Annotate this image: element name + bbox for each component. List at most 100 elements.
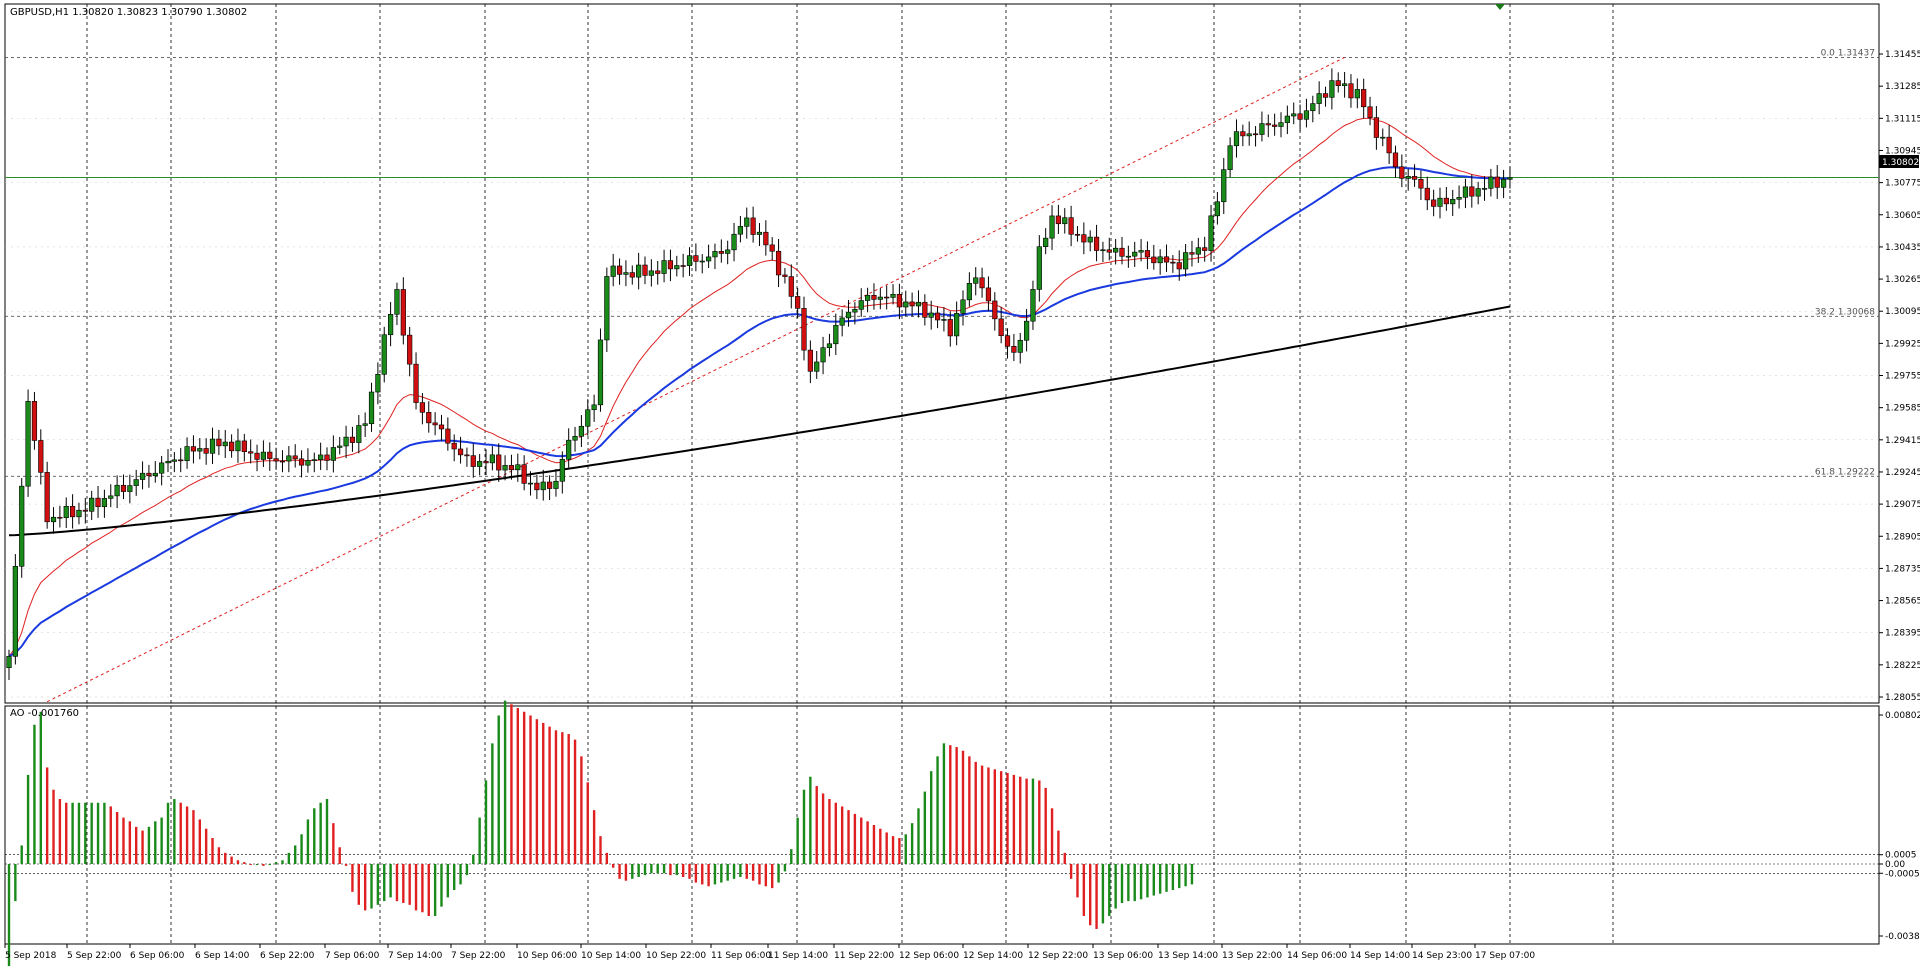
time-label: 14 Sep 14:00 [1350,951,1410,961]
candle-body [82,509,88,512]
candle-body [1392,152,1399,168]
price-tick-label: 1.31455 [1885,50,1920,60]
candle-body [1310,103,1316,112]
ao-bar [1082,863,1086,916]
candle-body [928,312,934,318]
candle-body [648,270,654,276]
candle-body [286,455,292,462]
ao-bar [300,834,303,864]
candle-body [1507,177,1513,180]
candle-body [922,301,928,318]
ao-bar [968,756,971,864]
candle-body [267,451,273,459]
candle-body [311,459,317,461]
ao-bar [1114,863,1117,909]
candle-body [1494,176,1500,188]
candle-body [1386,136,1392,154]
ao-bar [599,836,602,864]
candle-body [947,319,953,337]
candle-body [1450,198,1456,205]
candle-body [279,460,286,463]
candle-body [159,462,165,474]
fibonacci-levels: 0.0 1.31437 38.2 1.30068 61.8 1.29222 [5,48,1879,703]
ao-bar [1063,852,1066,864]
candle-body [273,458,279,462]
price-tick-label: 1.30435 [1885,243,1920,253]
ao-bar [840,806,844,864]
ao-bar [211,838,214,864]
candle-body [63,505,69,518]
candle-body [725,249,731,254]
ao-bar [688,863,691,879]
ao-bar [433,863,437,916]
candle-body [915,301,922,307]
ao-bar [567,734,570,864]
price-tick-label: 1.31115 [1885,114,1920,124]
candle-body [521,464,527,484]
current-price-tag [1879,155,1919,168]
candle-body [375,373,381,393]
candle-body [705,256,712,262]
candle-body [368,391,375,425]
candle-body [248,451,254,454]
candle-body [502,465,508,471]
candle-body [731,233,737,251]
ao-tick-label: -0.003879 [1885,932,1920,942]
ao-bar [115,812,119,864]
ao-bar [1095,863,1098,929]
price-tick-label: 1.30945 [1885,146,1920,156]
candle-body [298,458,305,466]
candle-body [1049,215,1055,239]
candle-body [178,459,184,462]
candle-body [114,484,120,497]
ao-bar [885,832,888,864]
ao-bar [52,789,55,864]
candle-body [489,454,495,464]
candle-body [718,251,724,254]
candle-body [667,260,674,270]
candle-body [814,361,820,372]
candle-body [216,438,222,447]
ao-bar [20,845,23,864]
candle-body [127,485,133,492]
price-axis: 1.31455 1.31285 1.31115 1.30945 1.30775 1.306… [1879,50,1920,703]
candle-body [979,277,985,289]
ao-bar [65,802,68,864]
time-label: 12 Sep 14:00 [963,951,1023,961]
ao-bar [344,863,348,866]
time-label: 14 Sep 06:00 [1287,951,1347,961]
candle-body [152,472,158,477]
ao-bar [1031,778,1035,864]
ao-bar [694,863,698,883]
ao-bar [383,863,386,902]
candle-body [1399,166,1405,179]
shift-marker-icon[interactable] [1495,4,1505,10]
candle-body [260,451,267,460]
ao-bar [898,838,901,864]
candle-body [1113,247,1119,253]
candle-body [1208,215,1214,251]
candle-body [801,308,807,351]
ao-tick-label: 0.0005 [1885,851,1917,861]
ao-bar [573,739,577,864]
ao-bar [459,863,462,885]
ao-tick-label: 0.00 [1885,860,1905,870]
candle-body [108,495,114,499]
fib-trendline [46,56,1345,703]
candle-body [985,287,992,302]
ao-bar [592,810,596,864]
ao-bar [179,802,182,864]
ao-bar [751,863,755,881]
ao-bar [135,826,138,864]
candle-body [426,412,432,424]
candle-body [1443,197,1449,205]
candle-body [1144,250,1151,258]
ao-bar [58,799,62,864]
ao-bar [491,743,494,864]
candle-body [1068,217,1074,235]
candle-body [31,401,38,441]
ao-bar [631,863,634,879]
ao-bar [1133,863,1136,902]
ao-bar [1165,863,1168,892]
